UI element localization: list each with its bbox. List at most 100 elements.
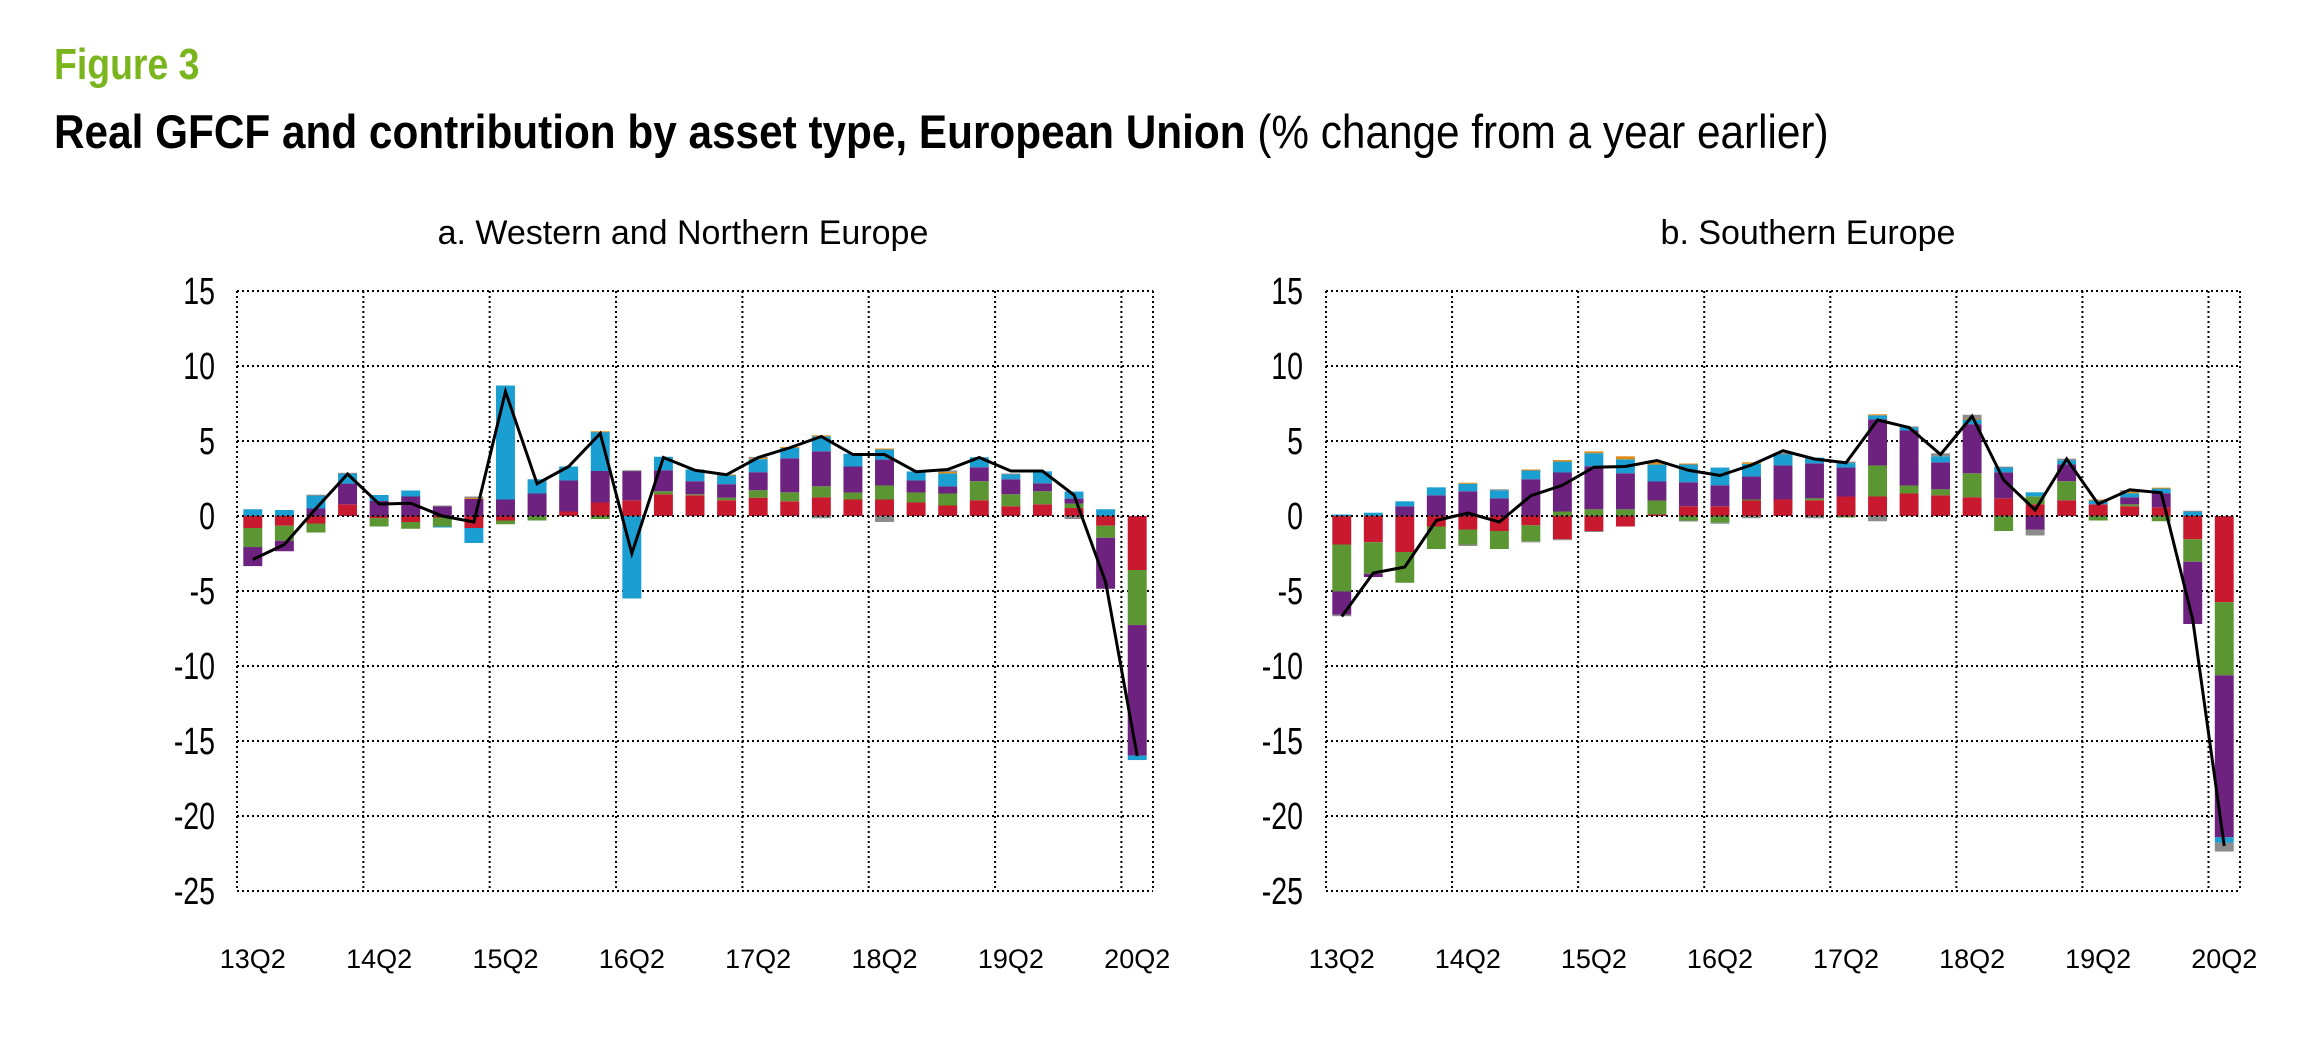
bar-segment-cyan: [1489, 490, 1509, 499]
bar-segment-purple: [969, 467, 989, 482]
bar-segment-cyan: [496, 385, 515, 500]
y-tick-label: 0: [1287, 496, 1303, 538]
y-tick-label: -25: [174, 871, 215, 913]
bar-segment-purple: [1584, 466, 1604, 510]
x-tick-label: 14Q2: [346, 944, 412, 974]
bar-segment-red: [1773, 499, 1793, 516]
bar-segment-purple: [1552, 472, 1572, 512]
bar-segment-purple: [717, 484, 737, 498]
bar-segment-red: [2120, 506, 2140, 516]
bar-segment-purple: [1615, 473, 1635, 510]
bar-segment-purple: [1931, 462, 1951, 490]
bar-segment-green: [1678, 516, 1698, 521]
bar-segment-green: [2120, 504, 2140, 507]
bar-segment-cyan: [2183, 511, 2203, 516]
x-tick-label: 13Q2: [1309, 944, 1375, 974]
bar-segment-purple: [1127, 625, 1147, 756]
bar-segment-grey: [811, 516, 831, 519]
bar-segment-red: [2088, 504, 2108, 516]
bar-segment-green: [1552, 511, 1572, 516]
bar-segment-purple: [2120, 497, 2140, 505]
bar-segment-red: [717, 500, 737, 516]
x-tick-label: 17Q2: [1813, 944, 1879, 974]
bar-segment-purple: [685, 481, 705, 495]
bar-segment-purple: [1836, 467, 1856, 497]
bar-segment-red: [875, 499, 894, 516]
bar-segment-red: [401, 516, 421, 522]
bar-segment-green: [1615, 509, 1635, 516]
bar-segment-green: [1127, 570, 1147, 626]
bar-segment-green: [1458, 529, 1478, 545]
bar-segment-green: [527, 516, 547, 521]
bar-segment-cyan: [1426, 487, 1446, 496]
panel-a: a. Western and Northern Europe 15 10 5 0 -5 -1…: [174, 214, 1170, 974]
total-gfcf-line: [252, 386, 1139, 757]
x-tick-label: 16Q2: [1687, 944, 1753, 974]
bar-segment-red: [1899, 493, 1919, 516]
bar-segment-purple: [338, 483, 358, 505]
bar-segment-green: [1363, 542, 1383, 574]
bar-segment-green: [1096, 525, 1116, 538]
bar-segment-green: [1931, 489, 1951, 496]
bar-segment-purple: [559, 480, 579, 512]
bar-segment-purple: [590, 471, 610, 503]
figure-title: Real GFCF and contribution by asset type…: [54, 104, 1829, 159]
bar-segment-purple: [780, 458, 800, 493]
bar-segment-orange: [464, 498, 484, 499]
bar-segment-red: [653, 494, 673, 516]
bar-segment-green: [2151, 516, 2171, 522]
bar-segment-cyan: [1552, 461, 1572, 473]
bar-segment-red: [274, 516, 294, 526]
bar-segment-cyan: [748, 459, 768, 473]
bar-segment-green: [1426, 526, 1446, 549]
y-tick-label: -15: [1262, 721, 1303, 763]
bar-segment-green: [1994, 516, 2014, 531]
bar-segment-purple: [1899, 430, 1919, 486]
panel-b: b. Southern Europe 15 10 5 0 -5 -10 -15 -20 -25 13…: [1262, 214, 2257, 974]
bar-segment-green: [2057, 481, 2077, 501]
x-tick-label: 17Q2: [725, 944, 791, 974]
bar-segment-green: [875, 485, 894, 500]
bar-segment-green: [748, 490, 768, 498]
bar-segment-cyan: [338, 473, 358, 484]
bar-segment-purple: [527, 493, 547, 516]
y-tick-label: -20: [1262, 796, 1303, 838]
bar-segment-purple: [1096, 537, 1116, 589]
bar-segment-red: [1742, 500, 1761, 516]
bar-segment-cyan: [369, 495, 389, 501]
bar-segment-grey: [1805, 516, 1824, 519]
figure-title-main: Real GFCF and contribution by asset type…: [54, 105, 1246, 158]
x-tick-label: 20Q2: [1104, 944, 1170, 974]
bar-segment-cyan: [1931, 456, 1951, 463]
bar-segment-red: [780, 501, 800, 516]
bar-segment-green: [496, 520, 515, 525]
bar-segment-red: [843, 499, 863, 516]
bar-segment-cyan: [401, 490, 421, 497]
x-tick-label: 13Q2: [220, 944, 286, 974]
bar-segment-red: [685, 495, 705, 516]
bar-segment-purple: [875, 459, 894, 486]
y-tick-label: -15: [174, 721, 215, 763]
bar-segment-red: [1615, 516, 1635, 527]
bar-segment-cyan: [1647, 464, 1667, 482]
bar-segment-red: [306, 516, 326, 524]
bar-segment-red: [1127, 516, 1147, 570]
bar-segment-purple: [243, 547, 263, 567]
bar-segment-cyan: [843, 453, 863, 467]
x-tick-label: 19Q2: [978, 944, 1044, 974]
bar-segment-purple: [938, 486, 958, 494]
bar-segment-red: [1332, 516, 1352, 545]
bar-segment-purple: [1962, 424, 1982, 474]
bar-segment-green: [2025, 496, 2045, 505]
bar-segment-purple: [1489, 498, 1509, 516]
bar-segment-purple: [2183, 561, 2203, 624]
bar-segment-purple: [811, 451, 831, 487]
bar-segment-grey: [1521, 541, 1541, 543]
y-tick-label: 10: [1271, 346, 1303, 388]
bar-segment-red: [1931, 495, 1951, 516]
bar-segment-cyan: [2120, 493, 2140, 498]
bar-segment-green: [1805, 498, 1824, 501]
bar-segment-orange: [2120, 491, 2140, 494]
bar-segment-orange: [1647, 462, 1667, 465]
bar-segment-green: [685, 494, 705, 496]
